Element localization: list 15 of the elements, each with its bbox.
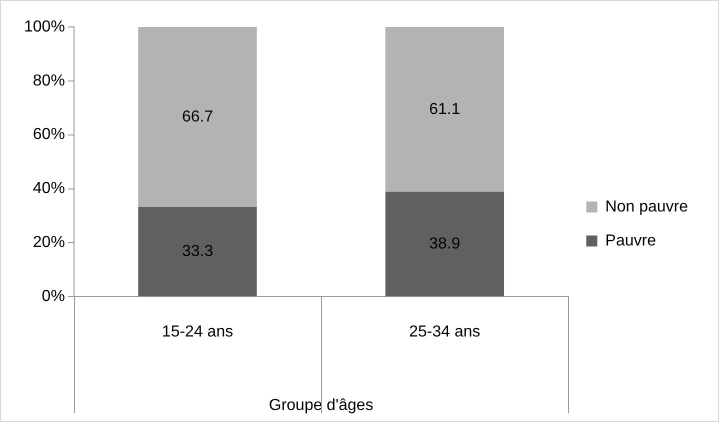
data-label: 66.7 <box>182 108 214 126</box>
x-tick-label: 15-24 ans <box>162 324 234 341</box>
y-tick-label: 20% <box>32 234 65 252</box>
data-label: 61.1 <box>429 100 460 118</box>
data-label: 38.9 <box>429 235 460 252</box>
legend-label: Non pauvre <box>605 198 688 216</box>
x-axis-title: Groupe d'âges <box>268 396 374 414</box>
y-tick-label: 100% <box>24 18 65 36</box>
x-tick-label: 25-34 ans <box>409 324 480 341</box>
y-tick-label: 60% <box>32 126 65 144</box>
data-label: 33.3 <box>182 242 214 260</box>
y-tick-label: 80% <box>32 72 65 90</box>
legend-label: Pauvre <box>605 232 656 250</box>
y-tick-label: 40% <box>32 180 65 198</box>
y-tick-label: 0% <box>42 288 65 306</box>
